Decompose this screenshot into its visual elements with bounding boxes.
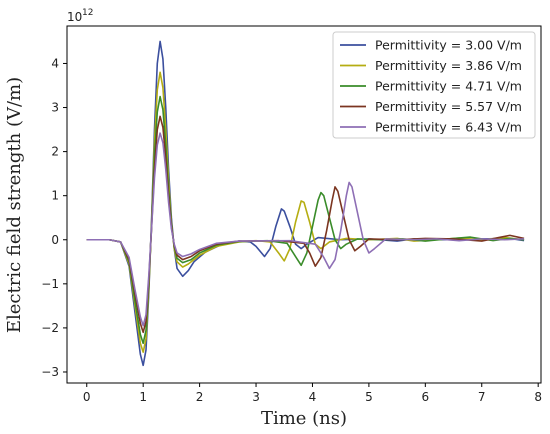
y-tick-label: 1 — [51, 189, 59, 203]
y-tick-label: 4 — [51, 56, 59, 70]
legend: Permittivity = 3.00 V/m Permittivity = 3.… — [332, 31, 536, 139]
y-tick-label: −1 — [41, 277, 59, 291]
y-scale-base: 10 — [67, 10, 82, 24]
x-tick-label: 7 — [478, 390, 486, 404]
y-axis-title: Electric field strength (V/m) — [4, 77, 25, 333]
series-layer — [86, 40, 525, 367]
x-tick-label: 3 — [252, 390, 260, 404]
legend-box — [332, 31, 536, 139]
x-tick-label: 8 — [534, 390, 542, 404]
legend-label-1: Permittivity = 3.00 V/m — [375, 38, 522, 53]
plot-frame — [66, 25, 542, 384]
legend-label-2: Permittivity = 3.86 V/m — [375, 58, 522, 73]
legend-label-4: Permittivity = 5.57 V/m — [375, 99, 522, 114]
x-tick-label: 5 — [365, 390, 373, 404]
series-line-5 — [86, 132, 525, 327]
x-axis: 0 1 2 3 4 5 6 7 8 — [83, 383, 542, 404]
y-axis: −3 −2 −1 0 1 2 3 4 — [41, 56, 67, 379]
y-tick-label: 2 — [51, 145, 59, 159]
y-tick-label: 3 — [51, 101, 59, 115]
y-tick-label: −3 — [41, 365, 59, 379]
x-tick-label: 6 — [422, 390, 430, 404]
x-axis-title: Time (ns) — [261, 408, 347, 429]
x-tick-label: 2 — [196, 390, 204, 404]
legend-label-3: Permittivity = 4.71 V/m — [375, 79, 522, 94]
y-tick-label: 0 — [51, 233, 59, 247]
x-tick-label: 4 — [309, 390, 317, 404]
x-tick-label: 1 — [139, 390, 147, 404]
y-scale-exponent: 12 — [82, 8, 93, 18]
x-tick-label: 0 — [83, 390, 91, 404]
legend-label-5: Permittivity = 6.43 V/m — [375, 120, 522, 135]
y-tick-label: −2 — [41, 321, 59, 335]
